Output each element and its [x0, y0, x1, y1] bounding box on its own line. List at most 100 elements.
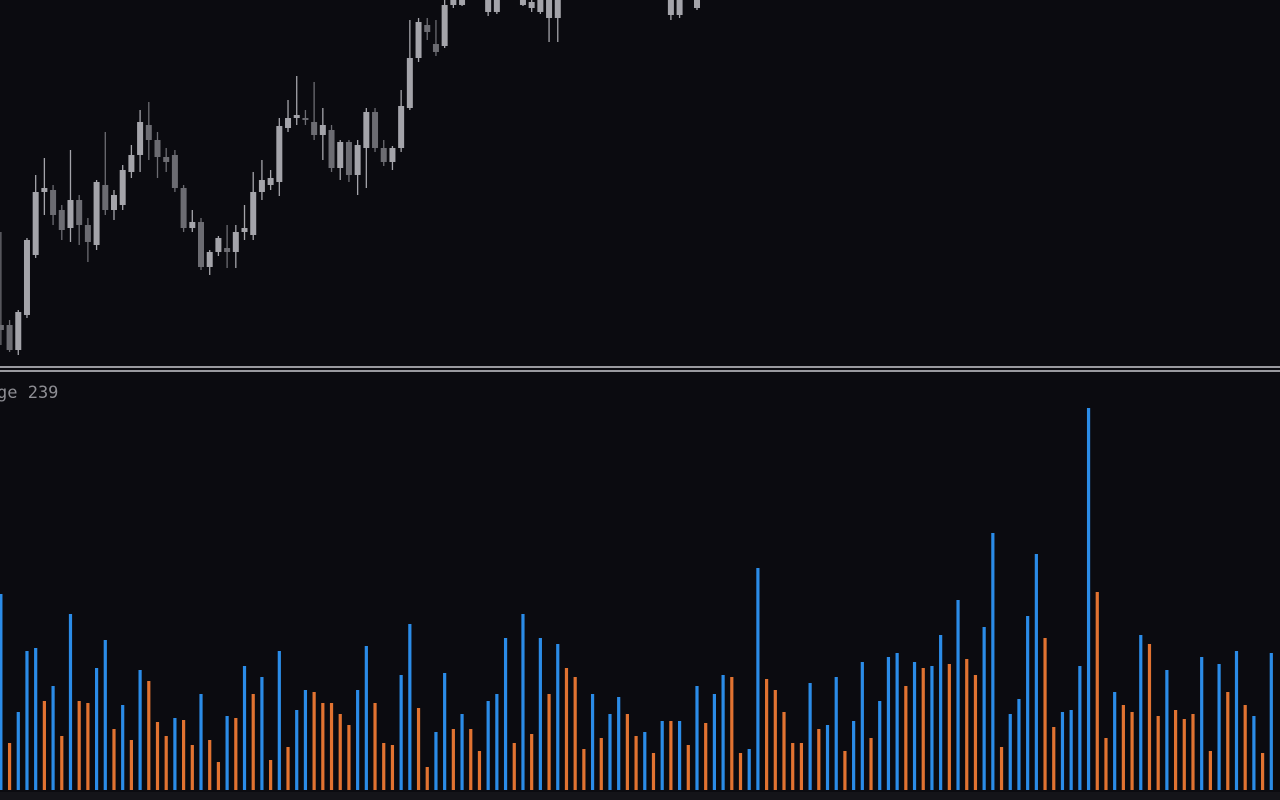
- volume-bar: [582, 749, 586, 790]
- volume-bar: [860, 662, 864, 790]
- volume-bar: [77, 701, 81, 790]
- volume-bar: [321, 703, 325, 790]
- candle-body: [302, 118, 309, 120]
- volume-bar: [1269, 653, 1273, 790]
- volume-bar: [852, 721, 856, 790]
- volume-bar: [486, 701, 490, 790]
- volume-bar: [338, 714, 342, 790]
- candle-body: [676, 0, 683, 15]
- volume-bar: [686, 745, 690, 790]
- candle-body: [206, 252, 213, 267]
- candle-body: [546, 0, 553, 18]
- candle-body: [380, 148, 387, 162]
- volume-bar: [991, 533, 995, 790]
- volume-bar: [286, 747, 290, 790]
- volume-bar: [712, 694, 716, 790]
- volume-bar: [721, 675, 725, 790]
- volume-bar: [895, 653, 899, 790]
- volume-bar: [347, 725, 351, 790]
- volume-bar: [295, 710, 299, 790]
- candle-body: [110, 195, 117, 210]
- volume-bar: [103, 640, 107, 790]
- volume-bar: [138, 670, 142, 790]
- volume-bar: [1217, 664, 1221, 790]
- volume-bar: [651, 753, 656, 790]
- volume-bar: [773, 690, 777, 790]
- volume-bar: [886, 657, 891, 790]
- volume-bar: [1156, 716, 1160, 790]
- volume-bar: [1182, 719, 1186, 790]
- candle-body: [232, 232, 239, 252]
- candle-body: [528, 2, 535, 8]
- volume-bar: [947, 664, 951, 790]
- candle-body: [398, 106, 405, 148]
- volume-bar: [443, 673, 447, 790]
- candle-body: [58, 210, 65, 230]
- candle-body: [15, 312, 22, 350]
- volume-bar: [556, 644, 560, 790]
- volume-bar: [843, 751, 847, 790]
- volume-bar: [129, 740, 133, 790]
- volume-bar: [1113, 692, 1117, 790]
- volume-bar: [364, 646, 368, 790]
- candle-body: [424, 25, 431, 32]
- volume-bar: [530, 734, 534, 790]
- volume-bar: [1208, 751, 1212, 790]
- volume-bar: [982, 627, 986, 790]
- volume-bar: [1121, 705, 1125, 790]
- candle-body: [319, 125, 326, 135]
- volume-bar: [738, 753, 743, 790]
- candle-body: [250, 192, 257, 235]
- volume-bar: [756, 568, 760, 790]
- volume-bar: [199, 694, 203, 790]
- volume-bar: [434, 732, 438, 790]
- volume-bar: [869, 738, 873, 790]
- volume-bar: [965, 659, 969, 790]
- volume-bar: [277, 651, 281, 790]
- volume-bar: [216, 762, 221, 790]
- volume-bar: [242, 666, 247, 790]
- candle-body: [67, 200, 74, 228]
- candle-body: [459, 0, 466, 5]
- volume-bar: [1043, 638, 1047, 790]
- volume-bar: [303, 690, 308, 790]
- candle-body: [363, 112, 370, 148]
- candle-body: [537, 0, 544, 12]
- candle-body: [163, 157, 170, 162]
- candle-body: [32, 192, 39, 255]
- volume-bar: [503, 638, 508, 790]
- volume-bar: [16, 712, 20, 790]
- candle-body: [224, 248, 231, 252]
- volume-bar: [669, 721, 673, 790]
- candle-body: [0, 325, 4, 330]
- volume-bar: [86, 703, 90, 790]
- volume-bar: [547, 694, 551, 790]
- volume-bar: [1052, 727, 1056, 790]
- volume-bar: [1034, 554, 1038, 790]
- volume-bar: [573, 677, 577, 790]
- candle-body: [554, 0, 561, 18]
- volume-bar: [1191, 714, 1195, 790]
- volume-bar: [808, 683, 812, 790]
- volume-bar: [956, 600, 960, 790]
- volume-bar: [1026, 616, 1030, 790]
- candle-body: [119, 170, 126, 205]
- volume-bar: [1200, 657, 1204, 790]
- volume-bar: [782, 712, 786, 790]
- volume-bar: [234, 718, 238, 790]
- volume-bar: [799, 743, 804, 790]
- candle-body: [285, 118, 292, 128]
- candle-body: [389, 148, 396, 162]
- volume-bar: [1095, 592, 1099, 790]
- candle-body: [189, 222, 196, 228]
- candle-body: [215, 238, 222, 252]
- candle-body: [485, 0, 492, 12]
- volume-bar: [973, 675, 978, 790]
- volume-bar: [660, 721, 664, 790]
- candle-body: [328, 130, 335, 168]
- volume-bar: [225, 716, 229, 790]
- volume-bar: [1104, 738, 1108, 790]
- volume-bar: [147, 681, 151, 790]
- volume-bar: [643, 732, 647, 790]
